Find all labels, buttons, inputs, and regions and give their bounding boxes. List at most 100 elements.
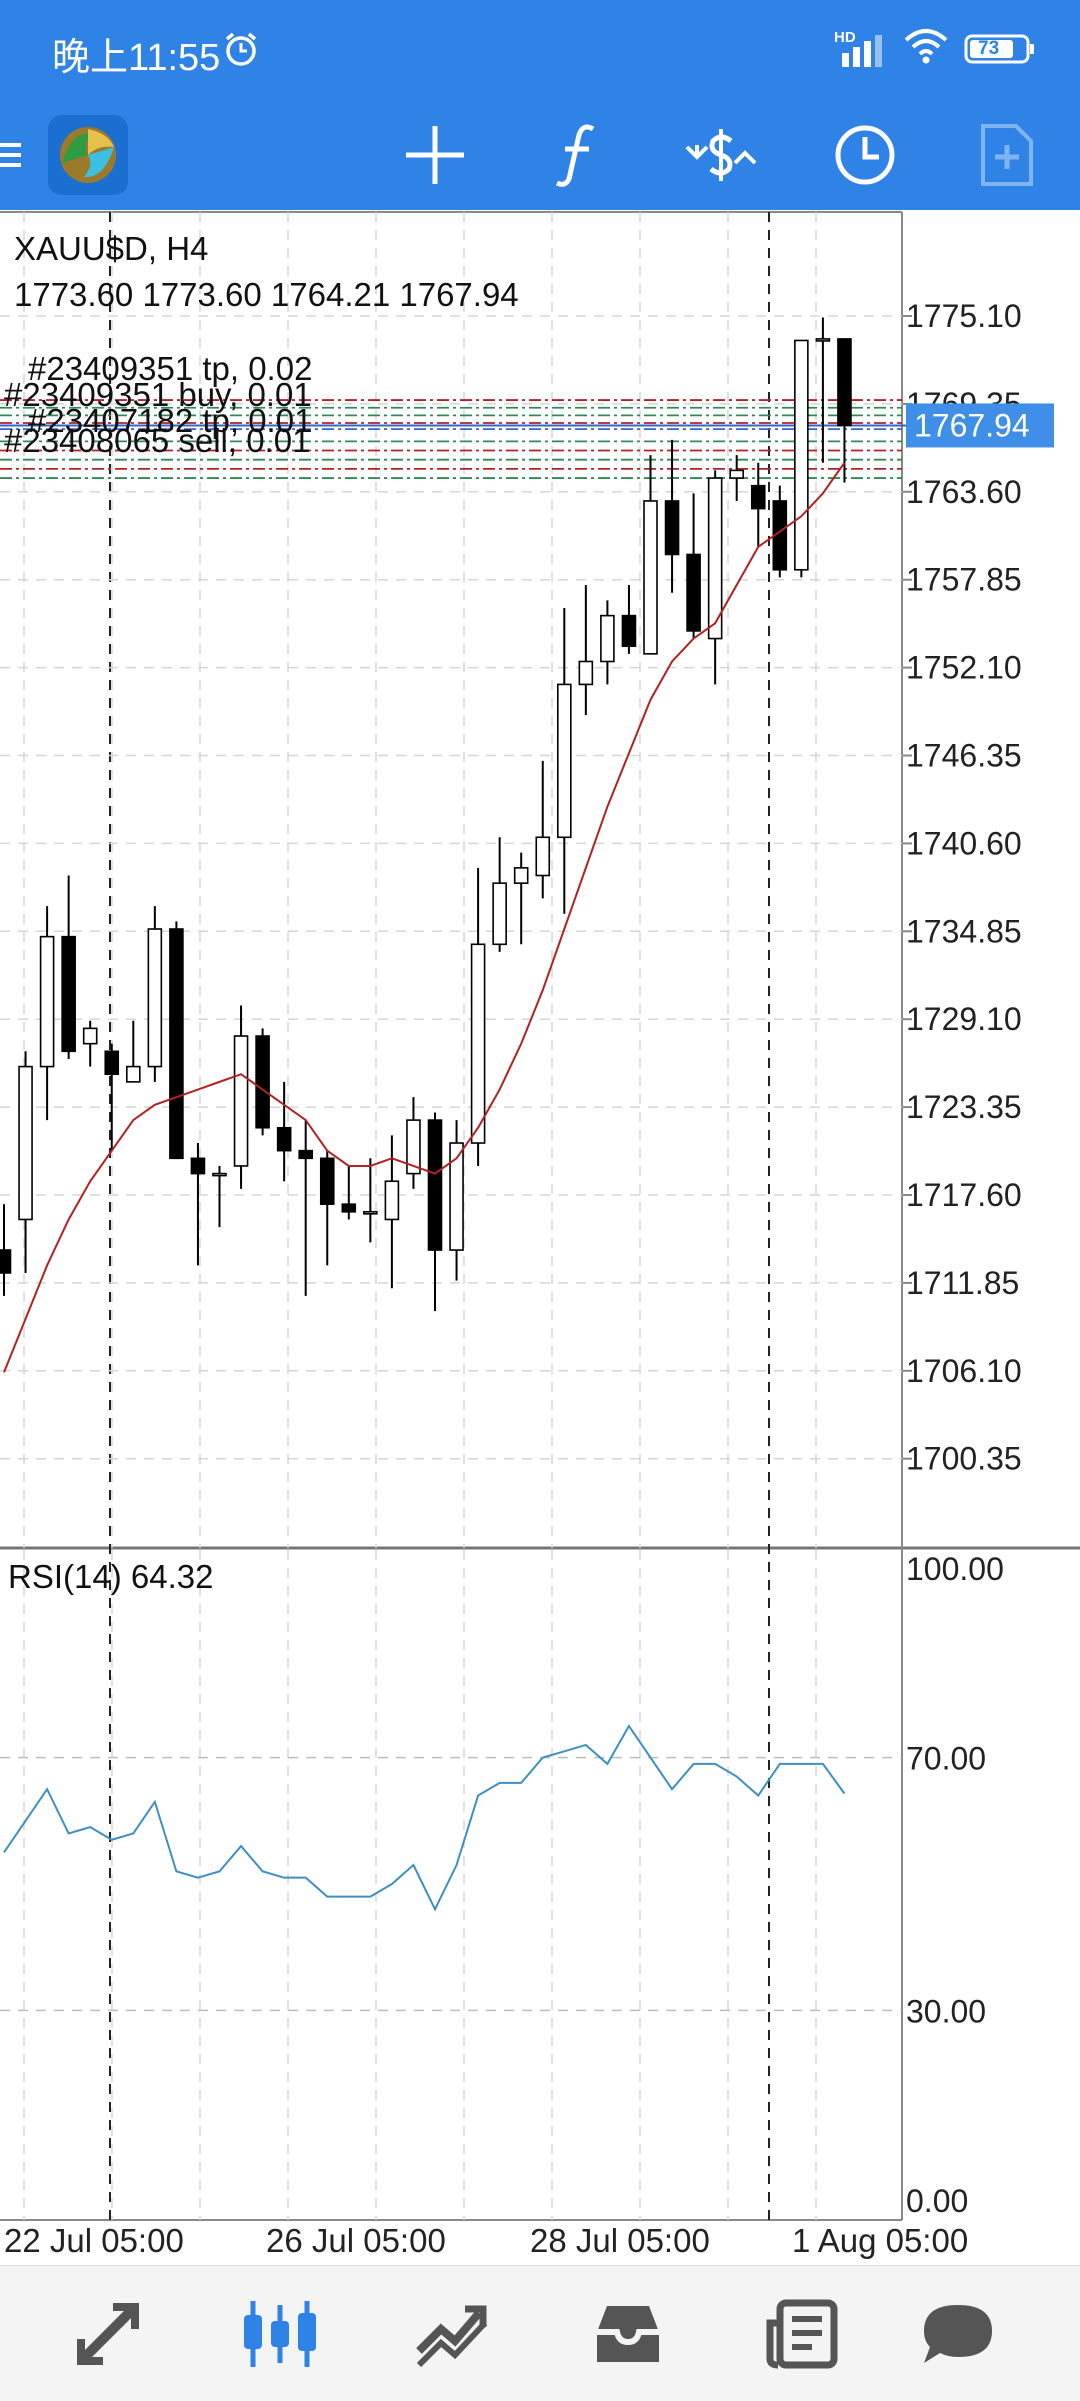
crosshair-icon [406,126,464,184]
candle-body [276,1126,292,1152]
indicators-button[interactable] [532,100,622,210]
candle-body [686,553,701,632]
hamburger-menu-icon [0,143,21,167]
chat-bubble-icon [924,2305,992,2363]
candle-body [18,1065,33,1221]
clock-time: 晚上11:55 [52,37,221,79]
candle-body [298,1149,314,1160]
candle-body [341,1203,357,1213]
candle-body [449,1142,464,1251]
symbol-info: XAUU$D, H4 1773.60 1773.60 1764.21 1767.… [14,230,519,314]
chart-area[interactable]: 1775.101769.351763.601757.851752.101746.… [0,210,1080,2265]
candle-body [0,1249,12,1274]
rsi-tick-label: 0.00 [906,2183,968,2219]
crosshair-button[interactable] [390,100,480,210]
rsi-tick-label: 70.00 [906,1741,986,1777]
price-tick-label: 1740.60 [906,825,1022,861]
trade-trend-icon [416,2305,488,2368]
network-label: HD [834,28,856,46]
new-order-button[interactable] [962,100,1052,210]
nav-messages[interactable] [908,2284,1008,2384]
price-tick-label: 1775.10 [906,298,1022,334]
menu-button[interactable] [0,100,32,210]
rsi-tick-label: 30.00 [906,1993,986,2029]
time-tick-label: 22 Jul 05:00 [4,2222,184,2259]
order-label[interactable]: #23407182 tp, 0.01 [28,402,312,439]
candle-body [535,836,551,877]
moving-average-line [3,462,846,1373]
price-tick-label: 1723.35 [906,1089,1022,1125]
candle-body [427,1119,443,1251]
ohlc-values: 1773.60 1773.60 1764.21 1767.94 [14,276,519,313]
candle-body [363,1211,378,1215]
symbol-timeframe: XAUU$D, H4 [14,230,209,267]
candle-body [212,1172,227,1177]
nav-news[interactable] [752,2284,852,2384]
candle-body [621,614,637,647]
candle-body [255,1035,270,1129]
battery-level: 73 [978,37,1000,59]
candle-body [319,1157,335,1205]
price-tick-label: 1700.35 [906,1441,1022,1477]
nav-history[interactable] [578,2284,678,2384]
price-tick-label: 1711.85 [906,1265,1019,1301]
nav-trade[interactable] [402,2284,502,2384]
trade-button[interactable] [676,100,766,210]
rsi-line [3,1724,846,1912]
price-tick-label: 1746.35 [906,738,1022,774]
candle-body [39,935,55,1068]
rsi-tick-label: 100.00 [906,1551,1004,1587]
network-hd-icon: HD [834,29,888,69]
price-tick-label: 1717.60 [906,1177,1022,1213]
new-order-icon [981,124,1033,186]
chart-svg[interactable]: 1775.101769.351763.601757.851752.101746.… [0,210,1080,2265]
candle-body [643,500,658,655]
bottom-navigation [0,2265,1080,2401]
candle-body [126,1065,141,1083]
current-price-tag [906,403,1054,448]
metatrader-logo-icon [48,115,128,195]
status-bar: 晚上11:55 HD 73 [0,0,1080,100]
current-price-label: 1767.94 [914,407,1030,443]
time-tick-label: 1 Aug 05:00 [792,2222,968,2259]
nav-chart[interactable] [230,2284,330,2384]
order-label[interactable]: #23409351 buy, 0.01 [4,376,312,413]
quotes-arrows-icon [77,2303,139,2365]
time-tick-label: 26 Jul 05:00 [266,2222,446,2259]
candle-body [190,1157,206,1175]
order-label[interactable]: #23409351 tp, 0.02 [28,350,312,387]
candle-body [470,943,486,1144]
candle-body [794,339,809,571]
history-button[interactable] [820,100,910,210]
clock-icon [835,125,895,185]
app-logo-button[interactable] [46,100,130,210]
price-tick-label: 1734.85 [906,913,1022,949]
candle-body [513,867,529,884]
candle-body [578,660,594,686]
candle-body [600,614,615,663]
candle-body [169,928,184,1160]
nav-quotes[interactable] [58,2284,158,2384]
trade-dollar-icon [685,129,757,181]
candle-body [104,1050,120,1076]
candle-body [82,1027,98,1045]
order-label[interactable]: #23408065 sell, 0.01 [4,422,310,459]
candle-body [729,469,745,479]
wifi-icon [904,28,948,69]
chart-toolbar [0,100,1080,210]
candle-body [750,484,766,510]
battery-icon: 73 [964,32,1036,66]
candle-body [837,338,852,427]
price-tick-label: 1763.60 [906,474,1022,510]
candle-body [406,1119,421,1175]
candle-body [492,882,507,946]
price-tick-label: 1752.10 [906,650,1022,686]
alarm-icon [222,30,260,73]
news-document-icon [766,2299,838,2369]
price-tick-label: 1729.10 [906,1001,1022,1037]
candle-body [556,683,572,839]
candle-body [815,338,831,342]
candle-body [664,500,680,556]
inbox-icon [597,2306,659,2362]
candlestick-chart-icon [244,2301,316,2367]
